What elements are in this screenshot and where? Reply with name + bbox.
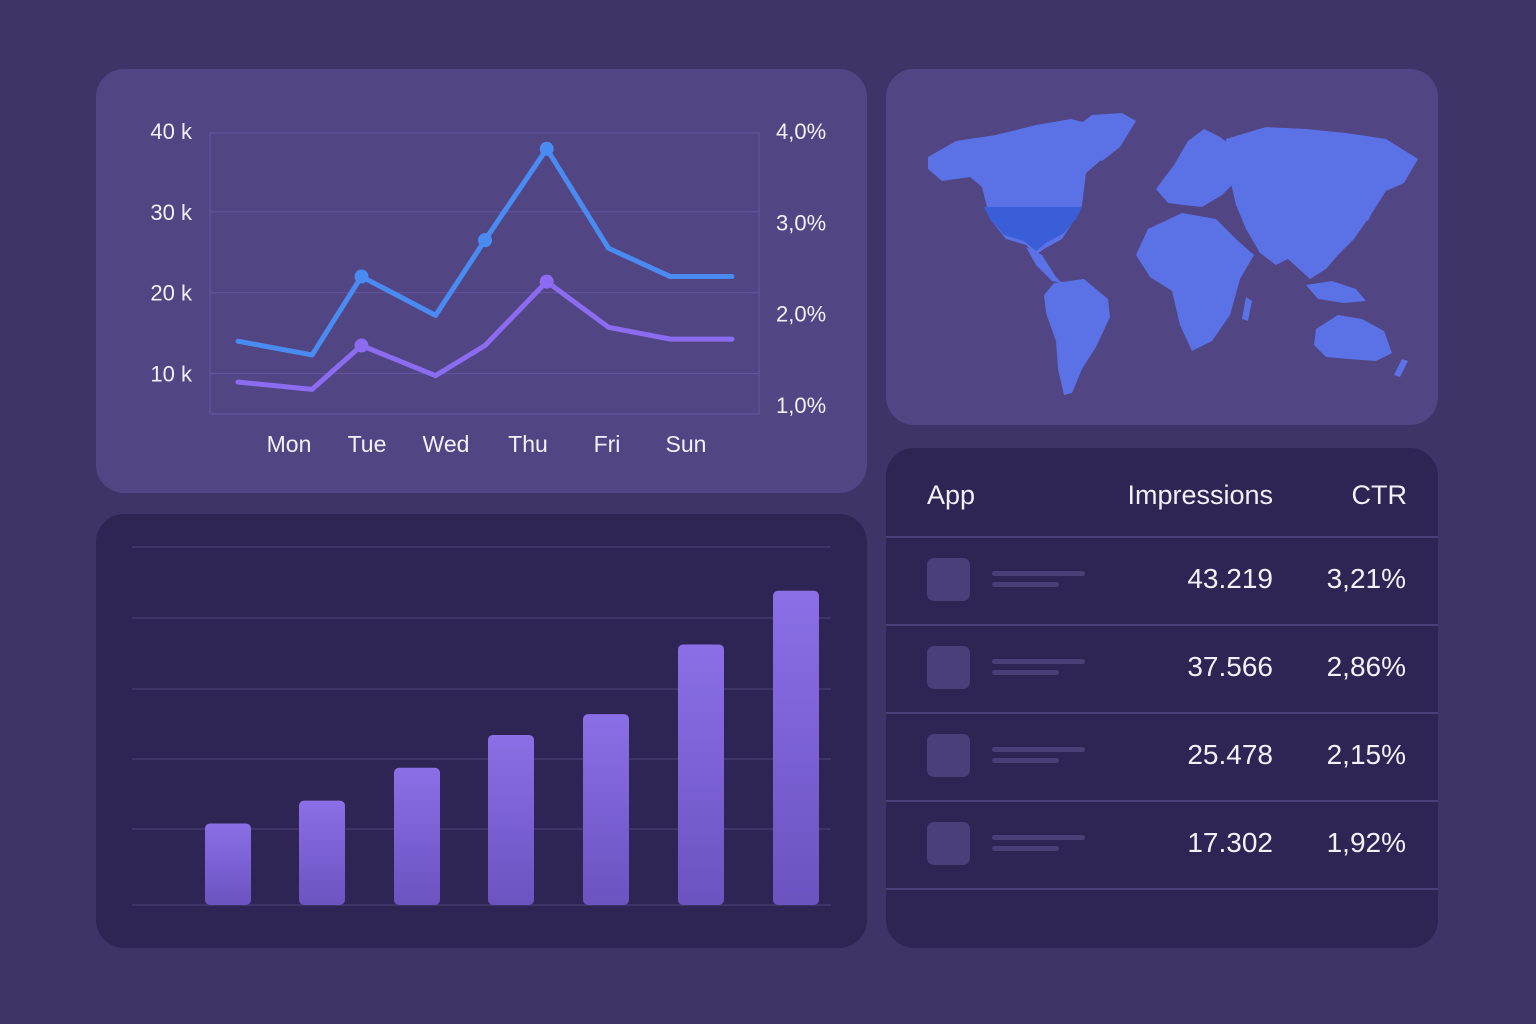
y-right-tick-label: 1,0% [776,393,826,418]
bar-chart [132,546,831,906]
series-line [235,146,735,358]
line-chart-panel: 40 k 30 k 20 k 10 k 4,0% 3,0% 2,0% 1,0% Mon Tue We… [96,69,867,493]
map-region-new-zealand[interactable] [1394,359,1408,377]
y-right-tick-label: 4,0% [776,119,826,144]
series-point[interactable] [539,274,554,289]
ctr-value: 3,21% [1326,563,1406,594]
app-subtitle-placeholder [992,846,1059,851]
series-point[interactable] [354,338,369,353]
table-row[interactable]: 37.566 2,86% [886,625,1438,714]
x-tick-label: Thu [508,431,548,457]
app-icon [927,646,970,689]
app-icon [927,822,970,865]
table-row[interactable]: 17.302 1,92% [886,801,1438,890]
app-name-placeholder [992,571,1085,576]
map-region-europe[interactable] [1156,129,1238,207]
table-header: App Impressions CTR [886,448,1438,538]
map-region-africa[interactable] [1136,213,1254,351]
world-map[interactable] [886,69,1438,425]
map-region-southeast-asia[interactable] [1306,281,1366,303]
map-region-madagascar[interactable] [1242,297,1252,321]
x-tick-label: Wed [423,431,470,457]
ctr-value: 2,86% [1326,651,1406,682]
table-row[interactable]: 25.478 2,15% [886,713,1438,802]
map-region-south-america[interactable] [1044,279,1110,395]
plot-frame [209,132,760,415]
column-header-impressions[interactable]: Impressions [1127,480,1273,510]
app-name-placeholder [992,835,1085,840]
series-line [235,279,735,392]
ctr-value: 1,92% [1326,827,1406,858]
x-tick-label: Mon [267,431,312,457]
series-point[interactable] [539,141,554,156]
map-region-japan[interactable] [1360,187,1376,221]
x-tick-label: Tue [348,431,387,457]
app-subtitle-placeholder [992,582,1059,587]
app-icon [927,734,970,777]
impressions-value: 25.478 [1187,739,1273,770]
ctr-value: 2,15% [1326,739,1406,770]
bar[interactable] [678,644,724,905]
app-subtitle-placeholder [992,670,1059,675]
table-row[interactable]: 43.219 3,21% [886,537,1438,626]
impressions-value: 17.302 [1187,827,1273,858]
series-point[interactable] [354,269,369,284]
map-region-australia[interactable] [1314,315,1392,361]
series-point[interactable] [478,233,492,248]
map-region-united-states[interactable] [984,207,1082,251]
column-header-app[interactable]: App [927,480,976,510]
app-table-panel: App Impressions CTR 43.219 3,21% 37.566 … [886,448,1438,948]
app-icon [927,558,970,601]
y-right-tick-label: 2,0% [776,302,826,327]
bar-chart-panel [96,514,867,948]
app-name-placeholder [992,659,1085,664]
impressions-value: 37.566 [1187,651,1273,682]
world-map-panel [886,69,1438,425]
y-left-tick-label: 10 k [150,362,193,387]
impressions-value: 43.219 [1187,563,1273,594]
bar[interactable] [773,590,819,905]
bar[interactable] [583,714,629,905]
y-left-tick-label: 40 k [150,119,193,144]
column-header-ctr[interactable]: CTR [1351,480,1408,510]
bar[interactable] [394,767,440,905]
map-region-asia[interactable] [1226,127,1418,279]
y-right-tick-label: 3,0% [776,210,826,235]
bar[interactable] [299,800,345,905]
app-subtitle-placeholder [992,758,1059,763]
bar[interactable] [488,734,534,905]
app-name-placeholder [992,747,1085,752]
bar[interactable] [205,823,251,905]
x-tick-label: Sun [666,431,707,457]
y-left-tick-label: 20 k [150,281,193,306]
x-tick-label: Fri [594,431,621,457]
map-region-greenland[interactable] [1076,113,1136,161]
map-region-central-america[interactable] [1026,247,1062,283]
line-chart: 40 k 30 k 20 k 10 k 4,0% 3,0% 2,0% 1,0% Mon Tue We… [150,119,826,457]
y-left-tick-label: 30 k [150,200,193,225]
